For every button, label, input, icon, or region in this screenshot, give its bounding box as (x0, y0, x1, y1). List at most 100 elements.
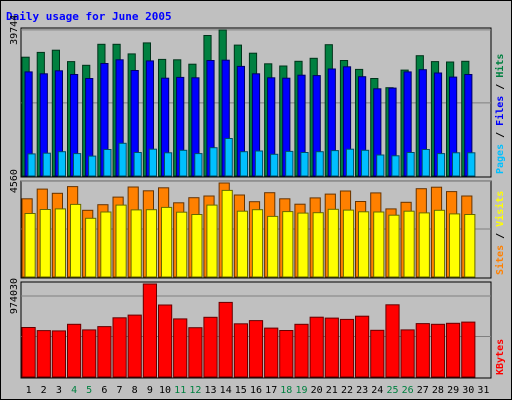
bar-sites-day-25 (388, 214, 400, 278)
bar-kbytes-day-4 (67, 323, 82, 378)
y-tick-label: 4560 (9, 169, 20, 193)
bar-sites-day-8 (130, 209, 142, 278)
bar-pages-day-8 (133, 152, 142, 177)
x-tick-label: 26 (402, 385, 414, 396)
panel-2: 4560 Sites / Visits (9, 169, 506, 279)
x-tick-label: 30 (462, 385, 474, 396)
bar-sites-day-7 (115, 204, 127, 278)
x-axis-labels: 1 2 3 4 5 6 7 8 9 10 11 12 13 14 15 16 17 18 19 20 21 22 23 24 2… (26, 385, 490, 396)
x-tick-label: 14 (220, 385, 232, 396)
bar-sites-day-2 (39, 209, 51, 278)
bar-sites-day-28 (433, 209, 446, 278)
bar-sites-day-17 (267, 215, 279, 278)
bar-sites-day-29 (449, 213, 461, 278)
bar-pages-day-15 (239, 151, 249, 177)
bar-kbytes-day-29 (446, 322, 461, 378)
bar-sites-day-23 (358, 211, 370, 278)
bar-sites-day-3 (54, 208, 66, 278)
bar-kbytes-day-8 (127, 314, 142, 378)
x-tick-label: 31 (477, 385, 489, 396)
bar-kbytes-day-11 (173, 318, 188, 378)
bar-kbytes-day-5 (82, 329, 97, 378)
bar-pages-day-11 (179, 149, 188, 177)
bar-kbytes-day-7 (112, 317, 127, 378)
bar-kbytes-day-24 (370, 329, 385, 378)
legend-visits: Visits (494, 191, 506, 227)
x-tick-label: 6 (101, 385, 107, 396)
x-tick-label: 7 (116, 385, 122, 396)
x-tick-label: 25 (386, 385, 398, 396)
bar-kbytes-day-20 (309, 316, 324, 378)
x-tick-label: 5 (86, 385, 92, 396)
bar-kbytes-day-14 (218, 301, 233, 378)
bar-kbytes-day-15 (233, 323, 249, 378)
bar-kbytes-day-22 (339, 318, 355, 378)
bar-pages-day-23 (361, 149, 370, 177)
bar-kbytes-day-10 (158, 304, 173, 378)
bar-pages-day-4 (73, 153, 82, 177)
bar-pages-day-5 (88, 155, 97, 177)
x-tick-label: 17 (265, 385, 277, 396)
x-tick-label: 3 (56, 385, 62, 396)
panel-3: 974030 KBytes (9, 278, 506, 379)
bar-pages-day-3 (57, 151, 66, 177)
bar-sites-day-4 (70, 203, 82, 278)
bar-pages-day-6 (103, 149, 112, 177)
x-tick-label: 29 (447, 385, 459, 396)
bar-sites-day-16 (251, 209, 264, 278)
bar-pages-day-29 (452, 152, 461, 177)
x-tick-label: 22 (341, 385, 353, 396)
bar-sites-day-26 (403, 210, 415, 278)
bar-kbytes-day-28 (430, 323, 446, 378)
right-legend: Pages / Files / Hits (494, 54, 506, 174)
bar-pages-day-24 (376, 154, 385, 177)
bar-kbytes-day-21 (324, 317, 339, 378)
bar-sites-day-15 (236, 210, 249, 278)
bar-pages-day-13 (209, 147, 218, 177)
bar-kbytes-day-9 (142, 283, 158, 378)
bar-kbytes-day-30 (461, 321, 476, 378)
bar-kbytes-day-2 (36, 330, 51, 378)
x-tick-label: 1 (26, 385, 32, 396)
bar-kbytes-day-23 (355, 315, 370, 378)
bar-pages-day-19 (300, 152, 309, 177)
bar-pages-day-14 (224, 138, 233, 177)
bar-pages-day-30 (467, 152, 476, 177)
legend-sites: Sites (494, 245, 506, 275)
x-tick-label: 9 (147, 385, 153, 396)
x-tick-label: 19 (295, 385, 307, 396)
legend-files: Files (494, 96, 506, 126)
bar-sites-day-24 (373, 211, 385, 278)
bar-sites-day-13 (206, 204, 218, 278)
bar-sites-day-1 (24, 213, 36, 278)
bar-sites-day-10 (161, 206, 173, 278)
bar-kbytes-day-12 (188, 327, 203, 378)
legend-hits: Hits (494, 54, 506, 78)
bar-sites-day-11 (176, 211, 188, 278)
bar-pages-day-26 (406, 152, 415, 177)
bar-pages-day-16 (254, 150, 264, 177)
chart-title: Daily usage for June 2005 (6, 10, 172, 23)
bar-pages-day-1 (27, 153, 36, 177)
bar-pages-day-10 (164, 152, 173, 177)
x-tick-label: 10 (159, 385, 171, 396)
x-tick-label: 27 (417, 385, 429, 396)
right-legend: KBytes (495, 339, 506, 375)
x-tick-label: 28 (432, 385, 444, 396)
bar-sites-day-6 (100, 211, 112, 278)
x-tick-label: 20 (311, 385, 323, 396)
x-tick-label: 2 (41, 385, 47, 396)
x-tick-label: 24 (371, 385, 383, 396)
bar-kbytes-day-17 (264, 327, 279, 378)
x-tick-label: 21 (326, 385, 338, 396)
bar-sites-day-9 (145, 209, 158, 278)
x-tick-label: 4 (71, 385, 77, 396)
x-tick-label: 23 (356, 385, 368, 396)
bar-pages-day-22 (345, 148, 355, 177)
bar-pages-day-21 (330, 150, 339, 177)
bar-sites-day-27 (418, 212, 430, 278)
bar-pages-day-20 (315, 151, 324, 177)
bar-kbytes-day-26 (400, 329, 415, 378)
bar-pages-day-2 (42, 152, 51, 177)
